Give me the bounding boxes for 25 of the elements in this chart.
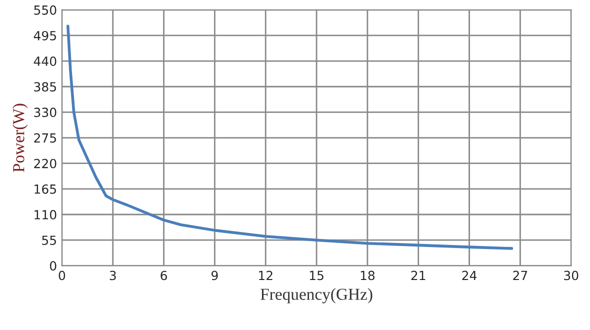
x-tick-label: 12	[259, 270, 272, 280]
x-tick-label: 3	[110, 270, 116, 280]
x-tick-label: 30	[564, 270, 578, 280]
y-tick-label: 330	[34, 108, 56, 118]
y-tick-label: 495	[34, 30, 56, 40]
x-tick-label: 9	[212, 270, 218, 280]
y-tick-label: 275	[34, 133, 56, 143]
x-tick-label: 0	[58, 270, 66, 280]
x-tick-label: 21	[411, 270, 426, 280]
y-axis-title: Power(W)	[12, 104, 28, 172]
x-tick-label: 15	[310, 270, 324, 280]
x-tick-label: 6	[160, 270, 167, 280]
y-tick-label: 55	[42, 236, 56, 245]
y-tick-label: 165	[34, 184, 56, 194]
y-tick-label: 440	[34, 56, 56, 66]
y-tick-label: 220	[34, 158, 56, 168]
x-axis-title: Frequency(GHz)	[260, 288, 372, 304]
y-tick-label: 110	[34, 210, 56, 220]
y-tick-label: 0	[50, 261, 56, 271]
x-tick-label: 24	[462, 270, 477, 280]
y-tick-label: 550	[34, 5, 56, 15]
y-tick-label: 385	[34, 82, 56, 92]
x-tick-label: 18	[360, 270, 375, 280]
line-series	[66, 24, 514, 250]
x-tick-label: 27	[513, 270, 528, 280]
